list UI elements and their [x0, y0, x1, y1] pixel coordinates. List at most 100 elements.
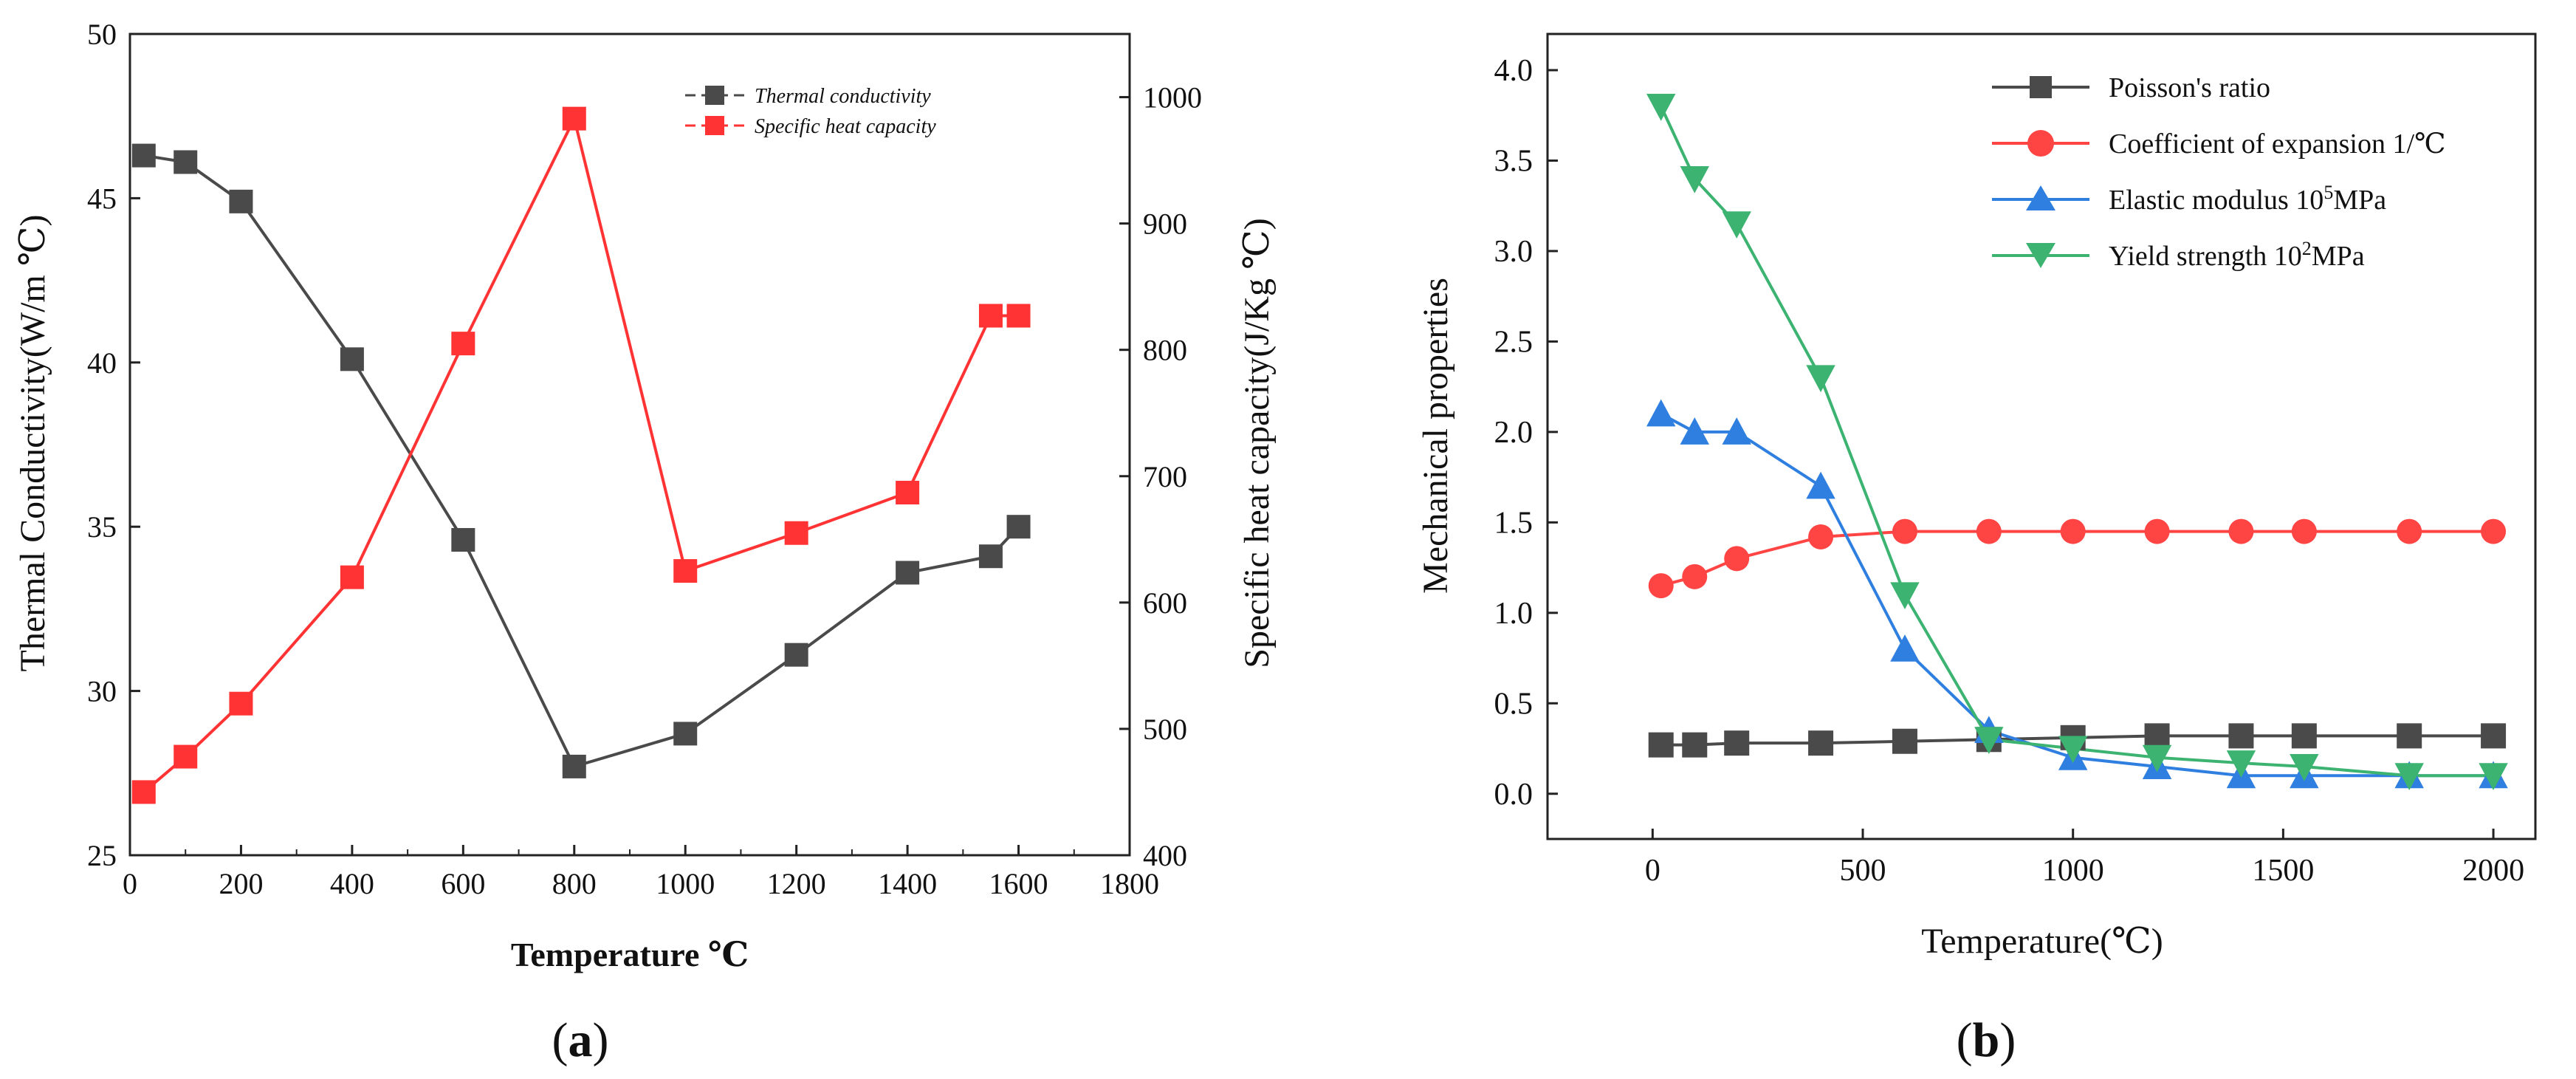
panel-a-x-ticks: 0 200 400 600 800 1000 1200 1400 1600 1800 — [123, 845, 1159, 900]
panel-a-y-right-tick-label: 800 — [1143, 334, 1187, 367]
data-point-yield-strength-10-2mpa — [2058, 736, 2088, 764]
data-point-yield-strength-10-2mpa — [1974, 727, 2004, 755]
series-line-thermal-conductivity — [143, 154, 1020, 769]
series-line-specific-heat-capacity — [142, 114, 1019, 793]
data-point-yield-strength-10-2mpa — [2142, 744, 2172, 773]
series-line-elastic-modulus-10-5mpa — [1660, 412, 2494, 778]
panel-b-y-label: Mechanical properties — [1416, 278, 1455, 594]
panel-b-x-tick-label: 1500 — [2252, 854, 2314, 888]
data-point-thermal-conductivity — [451, 527, 475, 552]
data-point-elastic-modulus-10-5mpa — [1890, 634, 1920, 662]
panel-b-y-tick-label: 0.0 — [1494, 778, 1533, 812]
panel-a: 0 200 400 600 800 1000 1200 1400 1600 1800 25 30 35… — [13, 18, 1277, 1067]
legend-label-yield-strength: Yield strength 102MPa — [2109, 238, 2365, 272]
data-point-coefficient-of-expansion-1- — [1648, 573, 1674, 599]
data-point-specific-heat-capacity — [229, 691, 253, 716]
data-point-coefficient-of-expansion-1- — [1976, 518, 2002, 544]
data-point-thermal-conductivity — [1006, 515, 1031, 539]
panel-a-plot-frame — [128, 32, 1131, 857]
panel-a-x-tick-label: 1800 — [1100, 867, 1159, 900]
panel-a-y-right-tick-label: 700 — [1143, 460, 1187, 493]
data-point-poisson-s-ratio — [2144, 723, 2170, 749]
data-point-coefficient-of-expansion-1- — [2060, 518, 2086, 544]
panel-b-y-tick-label: 0.5 — [1494, 687, 1533, 721]
data-point-thermal-conductivity — [229, 189, 253, 213]
panel-b-x-tick-label: 2000 — [2462, 854, 2524, 888]
data-point-poisson-s-ratio — [1808, 730, 1834, 756]
data-point-thermal-conductivity — [784, 643, 808, 667]
panel-a-y-right-label: Specific heat capacity(J/Kg ℃) — [1237, 218, 1277, 668]
data-point-yield-strength-10-2mpa — [2226, 750, 2256, 778]
data-point-poisson-s-ratio — [1648, 732, 1674, 758]
panel-a-x-tick-label: 1200 — [767, 867, 826, 900]
panel-a-x-tick-label: 0 — [123, 867, 137, 900]
panel-a-y-left-label: Thermal Conductivity(W/m ℃) — [13, 215, 52, 672]
panel-b-y-tick-label: 1.5 — [1494, 506, 1533, 540]
data-point-thermal-conductivity — [174, 150, 198, 174]
panel-a-x-tick-label: 600 — [441, 867, 485, 900]
panel-b-x-tick-label: 500 — [1840, 854, 1886, 888]
data-point-specific-heat-capacity — [978, 304, 1003, 328]
panel-b: 0 500 1000 1500 2000 0.0 0.5 1.0 1.5 2.0 2.5 3.0 3.… — [1416, 32, 2537, 1067]
data-point-coefficient-of-expansion-1- — [1682, 564, 1708, 589]
data-point-specific-heat-capacity — [673, 559, 698, 583]
legend-label-thermal-conductivity: Thermal conductivity — [755, 85, 931, 108]
legend-marker-poissons-ratio — [2030, 76, 2052, 98]
data-point-coefficient-of-expansion-1- — [2228, 518, 2254, 544]
panel-a-x-tick-label: 1000 — [656, 867, 715, 900]
panel-a-y-left-tick-label: 30 — [87, 675, 117, 708]
data-point-specific-heat-capacity — [451, 332, 475, 356]
panel-a-y-left-tick-label: 45 — [87, 182, 117, 215]
panel-b-y-tick-label: 2.5 — [1494, 325, 1533, 359]
panel-a-y-left-tick-label: 40 — [87, 346, 117, 380]
panel-b-y-tick-label: 2.0 — [1494, 416, 1533, 450]
panel-b-y-tick-label: 3.5 — [1494, 144, 1533, 178]
panel-b-x-tick-label: 0 — [1645, 854, 1660, 888]
data-point-specific-heat-capacity — [896, 481, 920, 505]
data-point-yield-strength-10-2mpa — [1680, 165, 1709, 193]
legend-label-elastic-modulus: Elastic modulus 105MPa — [2109, 182, 2386, 216]
panel-a-x-tick-label: 800 — [552, 867, 597, 900]
data-point-thermal-conductivity — [896, 561, 920, 585]
panel-b-series — [1646, 93, 2508, 790]
data-point-coefficient-of-expansion-1- — [2144, 518, 2170, 544]
panel-b-x-tick-label: 1000 — [2042, 854, 2104, 888]
data-point-poisson-s-ratio — [2397, 723, 2422, 749]
data-point-elastic-modulus-10-5mpa — [1722, 417, 1751, 445]
panel-a-series — [131, 106, 1031, 804]
panel-b-y-tick-label: 4.0 — [1494, 54, 1533, 88]
panel-b-y-tick-label: 1.0 — [1494, 597, 1533, 631]
panel-a-y-right-tick-label: 400 — [1143, 839, 1187, 872]
data-point-yield-strength-10-2mpa — [2394, 763, 2424, 790]
data-point-poisson-s-ratio — [2228, 723, 2254, 749]
data-point-poisson-s-ratio — [1682, 732, 1708, 758]
data-point-specific-heat-capacity — [340, 565, 364, 589]
panel-a-x-tick-label: 1600 — [989, 867, 1048, 900]
legend-marker-coefficient-of-expansion — [2027, 130, 2054, 157]
legend-marker-specific-heat-capacity — [705, 116, 724, 135]
data-point-coefficient-of-expansion-1- — [1892, 518, 1917, 544]
data-point-elastic-modulus-10-5mpa — [1680, 417, 1709, 445]
data-point-poisson-s-ratio — [2291, 723, 2317, 749]
legend-marker-yield-strength — [2026, 243, 2055, 268]
panel-a-y-left-ticks: 25 30 35 40 45 50 — [87, 18, 140, 872]
data-point-specific-heat-capacity — [1006, 304, 1031, 328]
data-point-specific-heat-capacity — [131, 780, 156, 804]
panel-a-y-left-tick-label: 25 — [87, 839, 117, 872]
legend-label-poissons-ratio: Poisson's ratio — [2109, 72, 2270, 103]
data-point-thermal-conductivity — [978, 544, 1003, 569]
data-point-coefficient-of-expansion-1- — [2397, 518, 2422, 544]
panel-a-y-left-tick-label: 50 — [87, 18, 117, 51]
data-point-thermal-conductivity — [562, 754, 586, 778]
panel-a-y-right-tick-label: 500 — [1143, 713, 1187, 746]
data-point-specific-heat-capacity — [562, 106, 586, 131]
data-point-yield-strength-10-2mpa — [1722, 211, 1751, 239]
panel-a-y-right-tick-label: 900 — [1143, 208, 1187, 241]
data-point-elastic-modulus-10-5mpa — [1806, 471, 1835, 499]
data-point-thermal-conductivity — [340, 347, 364, 371]
data-point-poisson-s-ratio — [1724, 730, 1750, 756]
panel-a-y-right-ticks: 400 500 600 700 800 900 1000 — [1119, 81, 1202, 872]
data-point-coefficient-of-expansion-1- — [2481, 518, 2507, 544]
data-point-coefficient-of-expansion-1- — [2291, 518, 2317, 544]
